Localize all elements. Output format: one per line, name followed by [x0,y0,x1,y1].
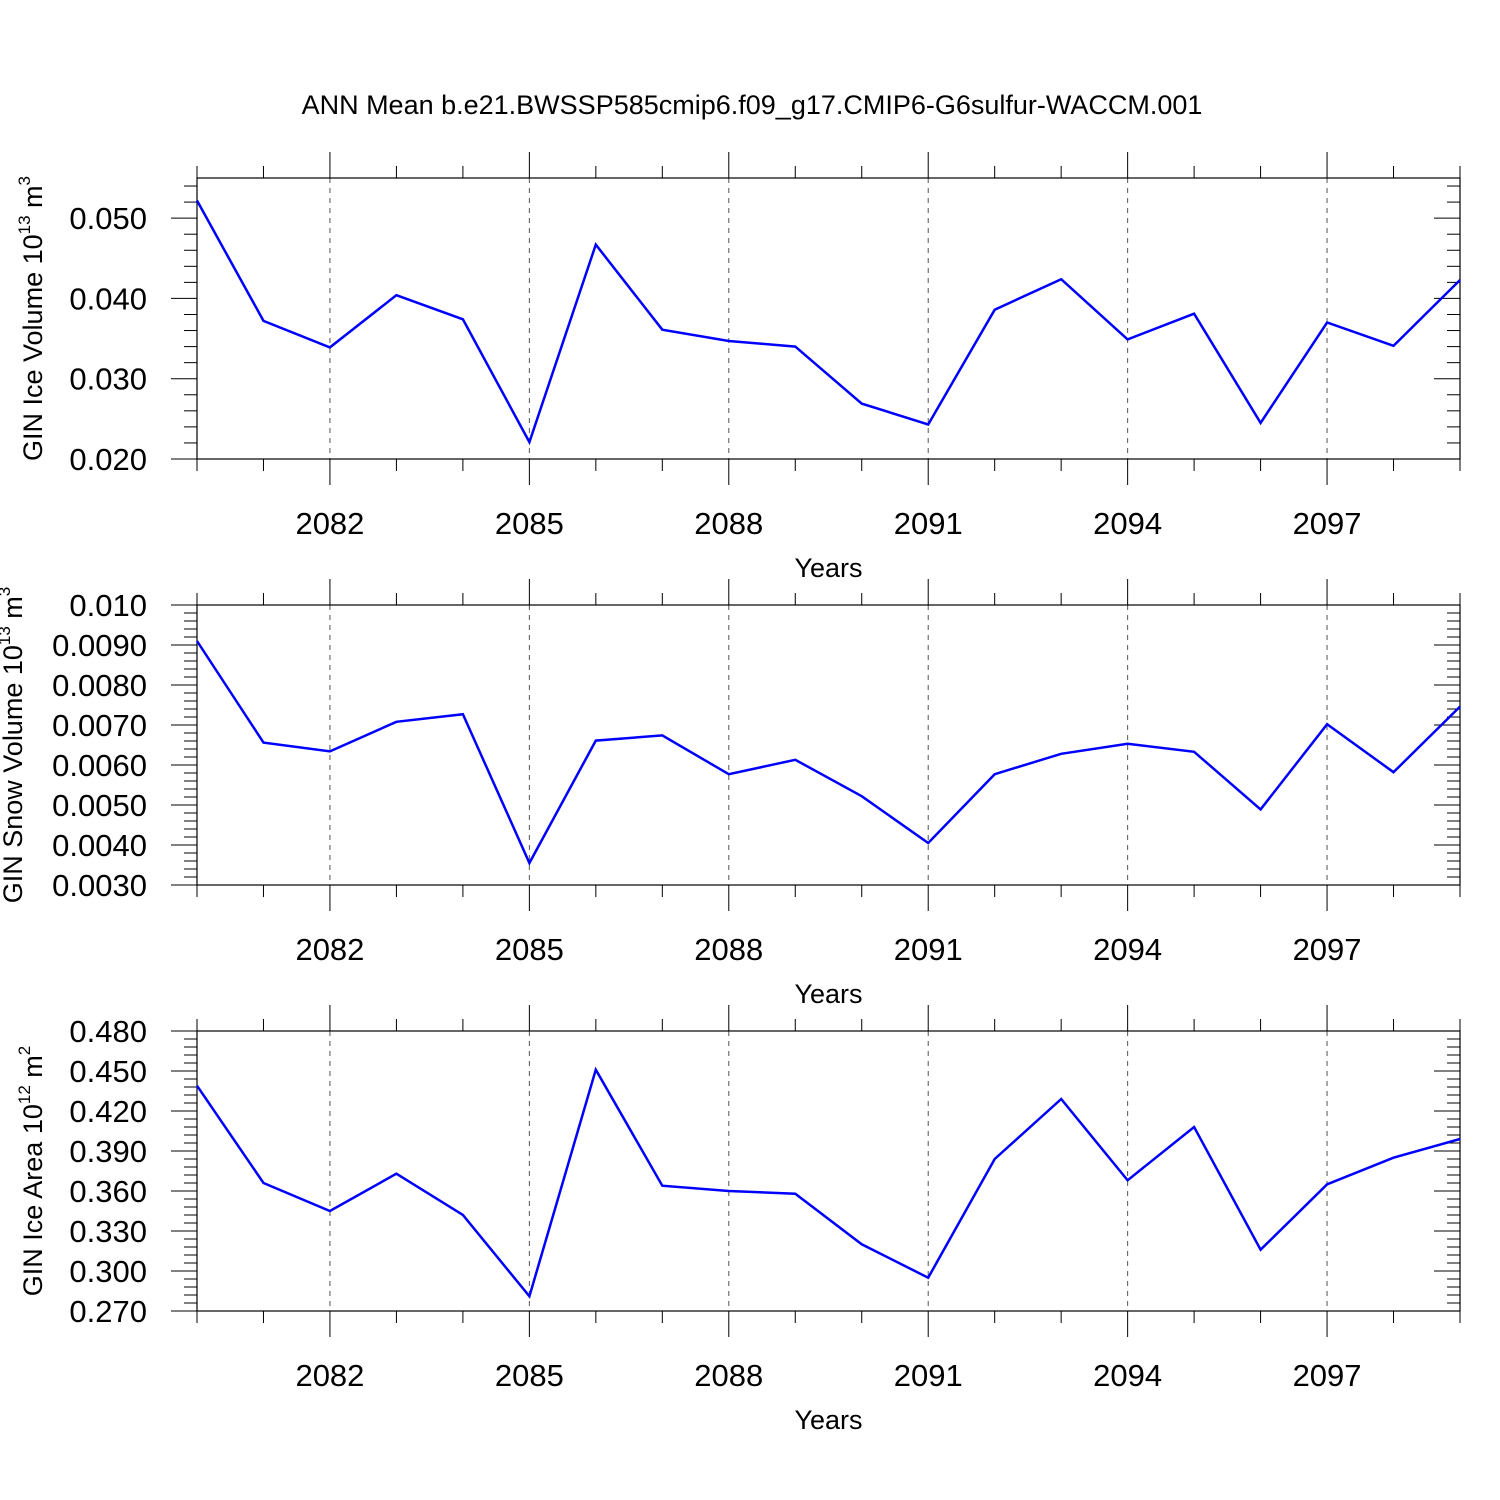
x-tick-label: 2094 [1093,1358,1162,1393]
y-tick-label: 0.0070 [52,708,147,743]
plot-frame [196,1030,1461,1312]
y-tick-label: 0.300 [69,1254,147,1289]
series-line [195,199,1461,446]
y-tick-label: 0.390 [69,1134,147,1169]
y-tick-label: 0.330 [69,1214,147,1249]
y-tick-label: 0.0050 [52,788,147,823]
x-tick-label: 2097 [1293,932,1362,967]
x-tick-label: 2085 [495,932,564,967]
x-tick-label: 2091 [894,932,963,967]
y-tick-label: 0.360 [69,1174,147,1209]
x-tick-label: 2097 [1293,506,1362,541]
x-tick-label: 2094 [1093,932,1162,967]
chart-title: ANN Mean b.e21.BWSSP585cmip6.f09_g17.CMI… [302,90,1203,120]
y-axis-label: GIN Ice Area 1012 m2 [15,1046,48,1297]
y-tick-label: 0.420 [69,1094,147,1129]
y-tick-label: 0.0030 [52,868,147,903]
y-tick-label: 0.0060 [52,748,147,783]
x-tick-label: 2094 [1093,506,1162,541]
x-tick-label: 2082 [295,932,364,967]
y-tick-label: 0.270 [69,1294,147,1329]
x-tick-label: 2085 [495,506,564,541]
y-tick-label: 0.040 [69,281,147,316]
x-tick-label: 2097 [1293,1358,1362,1393]
x-axis-label: Years [794,553,862,583]
x-tick-label: 2088 [694,1358,763,1393]
y-tick-label: 0.450 [69,1054,147,1089]
series-line [195,640,1461,866]
y-tick-label: 0.030 [69,362,147,397]
x-tick-label: 2088 [694,932,763,967]
x-tick-label: 2082 [295,506,364,541]
series-line [195,1066,1461,1299]
x-axis-label: Years [794,1405,862,1435]
y-tick-label: 0.020 [69,442,147,477]
panel-1: 0.020 0.030 0.040 0.050 2082 2085 2088 2091 2094… [15,152,1461,583]
y-tick-label: 0.0080 [52,668,147,703]
plot-frame [196,604,1461,886]
x-tick-label: 2091 [894,1358,963,1393]
panel-2: 0.0030 0.0040 0.0050 0.0060 0.0070 0.0080 0.00… [0,579,1461,1009]
y-tick-label: 0.0090 [52,628,147,663]
y-axis-label: GIN Ice Volume 1013 m3 [15,176,48,461]
x-tick-label: 2085 [495,1358,564,1393]
x-tick-label: 2082 [295,1358,364,1393]
y-tick-label: 0.0040 [52,828,147,863]
chart-panels: 0.020 0.030 0.040 0.050 2082 2085 2088 2091 2094… [0,152,1461,1435]
y-axis-label: GIN Snow Volume 1013 m3 [0,587,28,904]
y-tick-label: 0.050 [69,201,147,236]
x-tick-label: 2088 [694,506,763,541]
plot-frame [196,177,1461,460]
panel-3: 0.270 0.300 0.330 0.360 0.390 0.420 0.450 0.480… [15,1005,1461,1435]
x-axis-label: Years [794,979,862,1009]
x-tick-label: 2091 [894,506,963,541]
y-tick-label: 0.480 [69,1014,147,1049]
y-tick-label: 0.010 [69,588,147,623]
